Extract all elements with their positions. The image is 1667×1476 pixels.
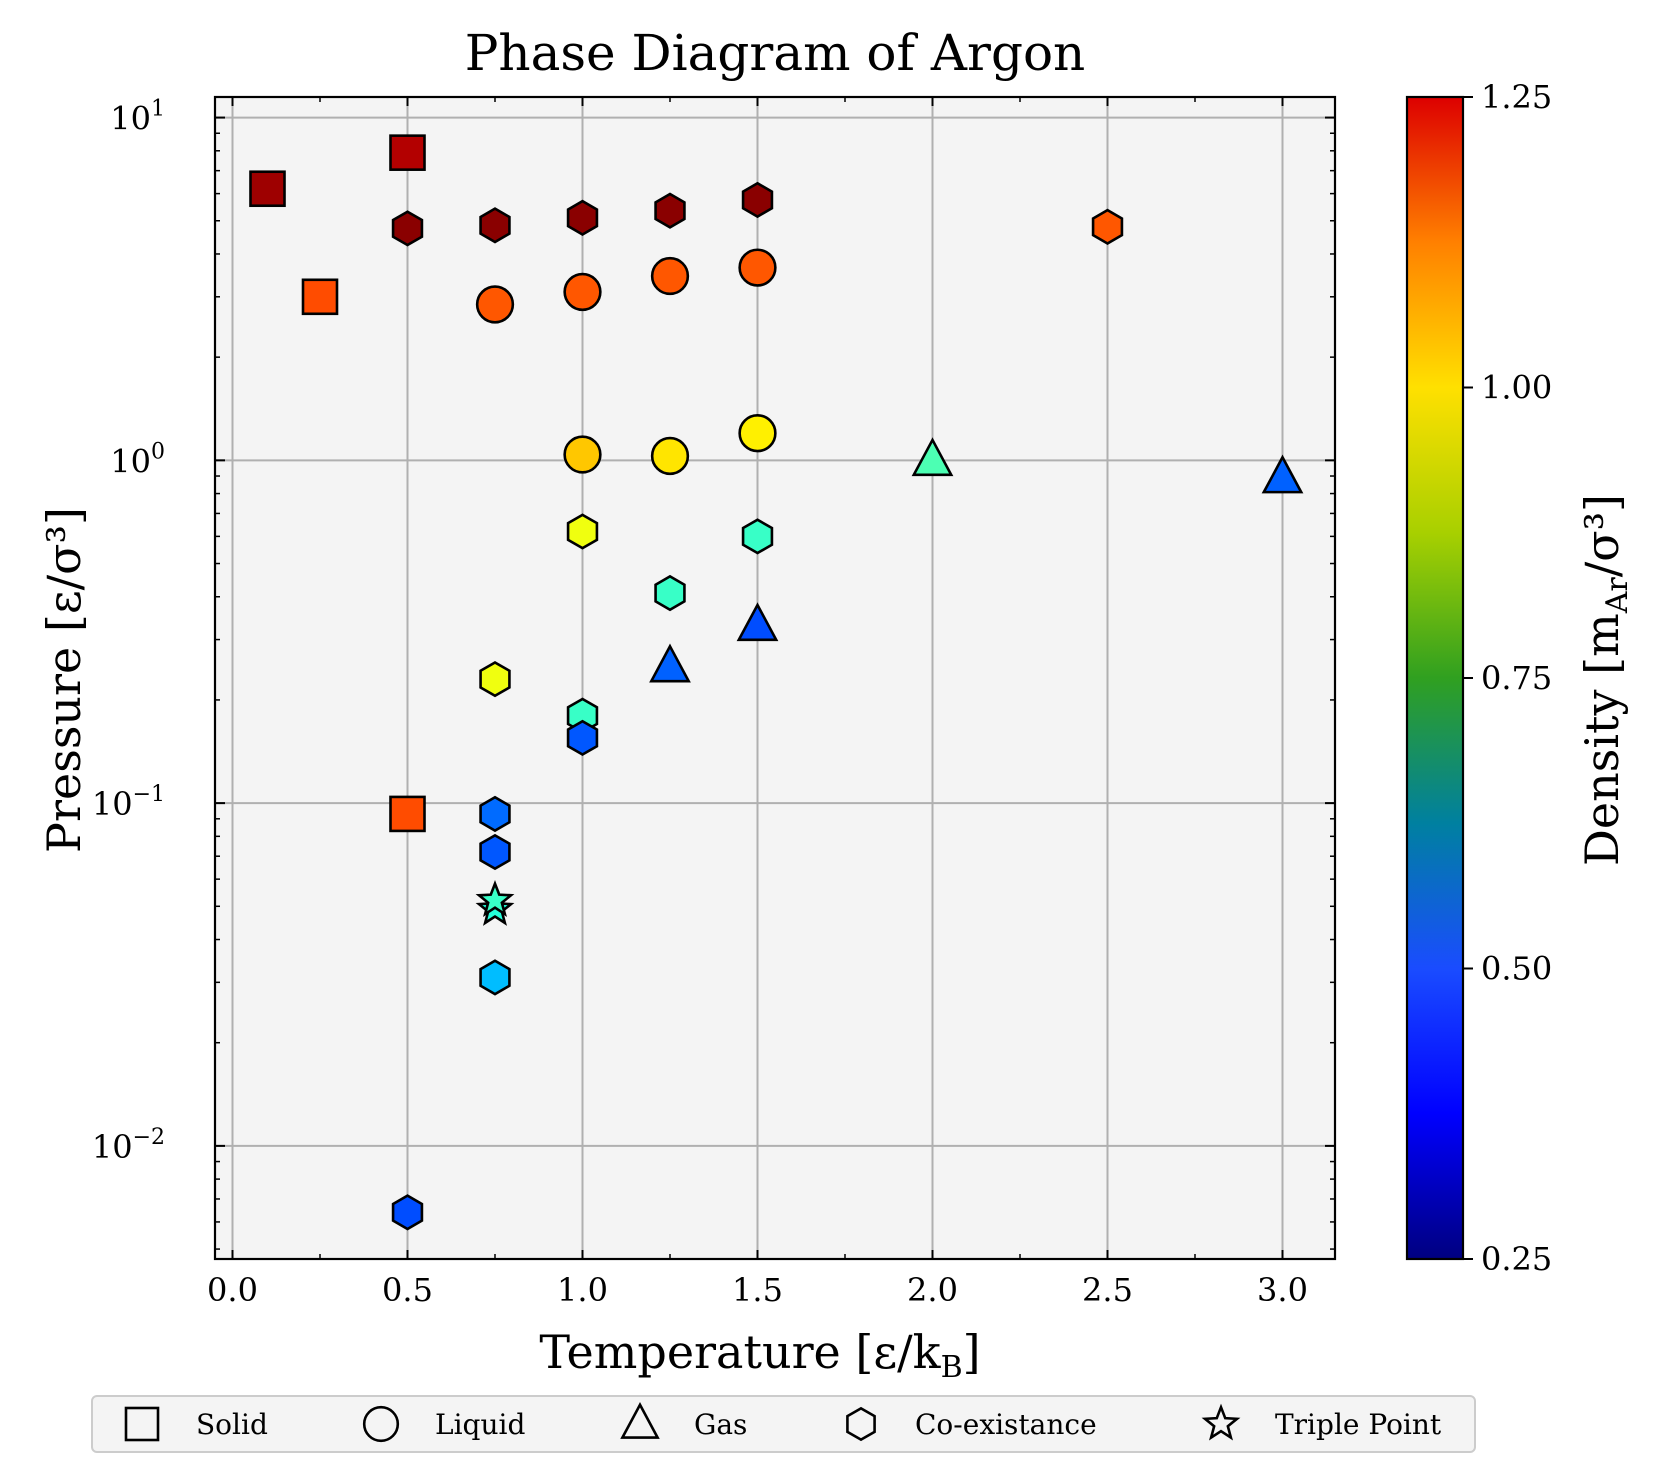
plot-frame: [213, 95, 1337, 1261]
liquid-marker: [563, 272, 602, 312]
gas-marker: [736, 602, 779, 642]
co-existance-marker: [741, 181, 774, 219]
gas-marker: [911, 437, 954, 477]
co-existance-marker: [654, 574, 686, 612]
y-axis-label: Pressure [ε/σ³]: [37, 507, 91, 853]
colorbar-tick-label: 0.50: [1481, 950, 1552, 988]
x-tick-label: 2.0: [907, 1271, 958, 1309]
y-tick-label: 100: [110, 439, 165, 480]
legend-label: Co-existance: [915, 1408, 1097, 1441]
co-existance-marker: [479, 833, 511, 871]
liquid-marker: [650, 436, 690, 476]
colorbar-tick-label: 0.25: [1481, 1240, 1552, 1278]
solid-marker: [301, 278, 339, 316]
co-existance-marker: [654, 192, 686, 229]
y-tick-label-exponent: 0: [151, 439, 165, 464]
x-tick-label: 3.0: [1257, 1271, 1308, 1309]
legend-triangle-icon: [620, 1402, 660, 1439]
plot-area: [215, 97, 1335, 1259]
colorbar-tick-label: 1.00: [1481, 369, 1552, 407]
x-tick-label: 0.5: [382, 1271, 433, 1309]
triple-point-marker: [475, 880, 515, 917]
colorbar-label-end: /σ³]: [1575, 494, 1629, 577]
solid-marker: [389, 134, 426, 171]
co-existance-marker: [1091, 208, 1124, 245]
colorbar-ticks: 0.25 0.50 0.75 1.00 1.25: [1463, 78, 1552, 1278]
co-existance-marker: [566, 513, 599, 550]
colorbar-label: Density [mAr/σ³]: [1575, 494, 1635, 866]
x-tick-label: 0.0: [207, 1271, 258, 1309]
colorbar: [1405, 95, 1465, 1261]
co-existance-marker: [479, 959, 511, 996]
legend-box: [91, 1395, 1476, 1453]
legend-label: Solid: [196, 1408, 268, 1441]
liquid-marker: [738, 248, 777, 287]
x-axis-label-subscript: B: [941, 1350, 963, 1385]
chart-title: Phase Diagram of Argon: [465, 24, 1086, 82]
gas-marker: [649, 643, 691, 683]
co-existance-marker: [741, 518, 774, 555]
liquid-marker: [738, 414, 777, 453]
co-existance-marker: [391, 210, 424, 247]
co-existance-marker: [566, 199, 599, 236]
legend-hexagon-icon: [846, 1406, 876, 1442]
data-markers: [249, 134, 1304, 1231]
legend-label: Liquid: [435, 1408, 525, 1441]
x-tick-label: 2.5: [1082, 1271, 1133, 1309]
y-tick-label-exponent: −1: [133, 782, 165, 807]
legend-square-icon: [124, 1406, 160, 1442]
colorbar-tick-label: 1.25: [1481, 78, 1552, 116]
y-tick-label: 10−1: [92, 782, 165, 823]
solid-marker: [249, 170, 286, 208]
y-tick-label: 101: [110, 97, 165, 138]
x-axis-label-end: ]: [963, 1325, 981, 1379]
solid-marker: [389, 795, 426, 833]
co-existance-marker: [479, 207, 511, 244]
colorbar-label-subscript: Ar: [1600, 577, 1635, 615]
liquid-marker: [475, 285, 515, 324]
y-tick-label-exponent: −2: [133, 1125, 165, 1150]
y-tick-label: 10−2: [92, 1125, 165, 1166]
legend-circle-icon: [362, 1405, 400, 1443]
legend-label: Gas: [694, 1408, 747, 1441]
colorbar-tick-label: 0.75: [1481, 659, 1552, 697]
co-existance-marker: [391, 1194, 424, 1231]
co-existance-marker: [479, 795, 511, 833]
co-existance-marker: [566, 719, 599, 757]
x-tick-label: 1.0: [557, 1271, 608, 1309]
legend: Solid Liquid Gas Co-existance Triple Point: [124, 1402, 1442, 1443]
co-existance-marker: [479, 660, 511, 698]
x-axis-label: Temperature [ε/kB]: [539, 1325, 980, 1385]
liquid-marker: [563, 435, 602, 474]
x-tick-label: 1.5: [732, 1271, 783, 1309]
legend-star-icon: [1201, 1403, 1241, 1441]
y-tick-label-exponent: 1: [151, 97, 165, 122]
legend-label: Triple Point: [1275, 1408, 1442, 1441]
liquid-marker: [650, 256, 690, 296]
gas-marker: [1261, 454, 1304, 494]
